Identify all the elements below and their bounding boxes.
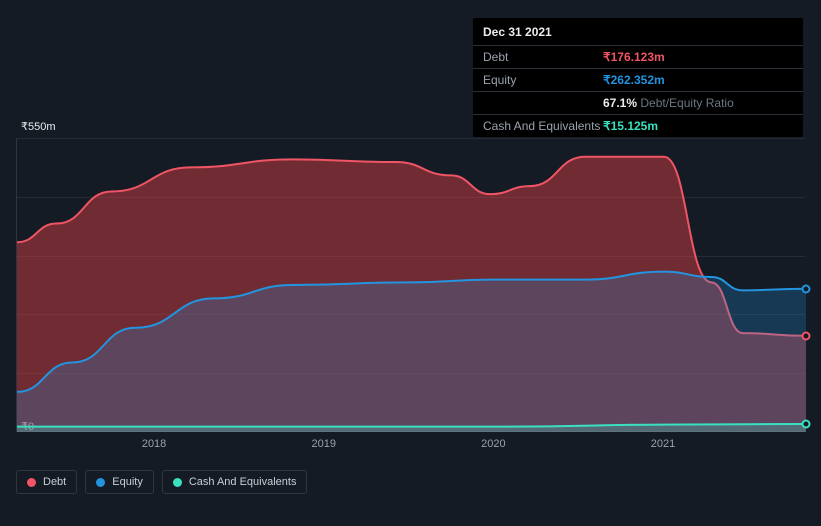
tooltip-row: Debt₹176.123m	[473, 45, 803, 68]
legend-swatch	[96, 478, 105, 487]
legend-label: Debt	[43, 476, 66, 488]
series-end-marker	[802, 419, 811, 428]
x-axis-tick: 2020	[481, 438, 505, 450]
legend-item[interactable]: Equity	[85, 470, 154, 494]
legend-swatch	[27, 478, 36, 487]
series-end-marker	[802, 284, 811, 293]
tooltip-row-label: Debt	[483, 50, 603, 64]
x-axis-tick: 2019	[311, 438, 335, 450]
tooltip-row-label: Equity	[483, 73, 603, 87]
tooltip-date: Dec 31 2021	[473, 18, 803, 45]
tooltip-row: 67.1% Debt/Equity Ratio	[473, 91, 803, 114]
tooltip-row-value: 67.1% Debt/Equity Ratio	[603, 96, 793, 110]
tooltip-row-label	[483, 96, 603, 110]
series-end-marker	[802, 331, 811, 340]
x-axis-tick: 2018	[142, 438, 166, 450]
debt-equity-chart: ₹550m ₹0 2018201920202021 DebtEquityCash…	[16, 120, 805, 510]
tooltip-row-value: ₹262.352m	[603, 73, 793, 87]
x-axis-tick: 2021	[651, 438, 675, 450]
x-axis: 2018 2019 2020 2021	[16, 438, 805, 458]
y-axis-max-label: ₹550m	[21, 120, 56, 133]
chart-legend: Debt Equity Cash And Equivalents	[16, 470, 307, 494]
tooltip-row-value: ₹176.123m	[603, 50, 793, 64]
legend-item[interactable]: Cash And Equivalents	[162, 470, 308, 494]
chart-plot-area[interactable]	[16, 138, 805, 432]
legend-swatch	[173, 478, 182, 487]
legend-label: Cash And Equivalents	[189, 476, 297, 488]
legend-label: Equity	[112, 476, 143, 488]
legend-item[interactable]: Debt	[16, 470, 77, 494]
tooltip-row: Equity₹262.352m	[473, 68, 803, 91]
